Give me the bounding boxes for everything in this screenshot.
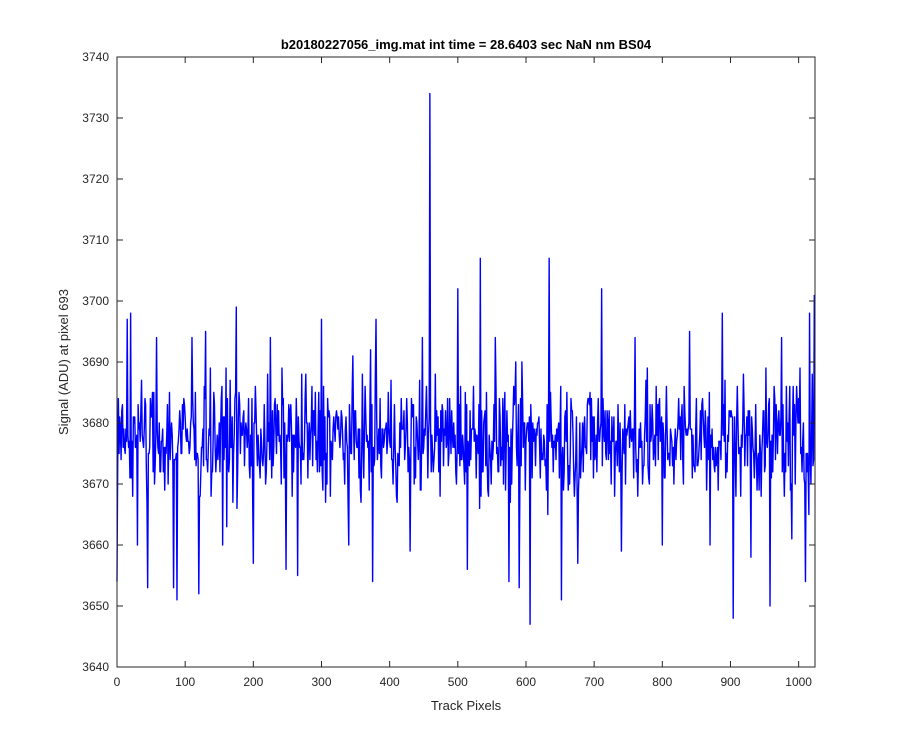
x-tick-label: 200 bbox=[243, 675, 263, 689]
series-line bbox=[116, 92, 816, 625]
x-tick-label: 100 bbox=[175, 675, 195, 689]
y-axis: 3640 3650 3660 3670 3680 3690 3700 3710 3720 3730… bbox=[82, 50, 815, 674]
y-tick-label: 3720 bbox=[82, 172, 109, 186]
chart-title: b20180227056_img.mat int time = 28.6403 … bbox=[281, 37, 652, 52]
y-tick-label: 3670 bbox=[82, 477, 109, 491]
y-tick-label: 3660 bbox=[82, 538, 109, 552]
y-tick-label: 3710 bbox=[82, 233, 109, 247]
x-tick-label: 900 bbox=[720, 675, 740, 689]
x-tick-label: 600 bbox=[516, 675, 536, 689]
y-tick-label: 3690 bbox=[82, 355, 109, 369]
x-tick-label: 1000 bbox=[785, 675, 812, 689]
x-tick-label: 300 bbox=[311, 675, 331, 689]
y-axis-title: Signal (ADU) at pixel 693 bbox=[56, 289, 71, 435]
y-tick-label: 3680 bbox=[82, 416, 109, 430]
y-tick-label: 3730 bbox=[82, 111, 109, 125]
x-tick-label: 800 bbox=[652, 675, 672, 689]
y-tick-label: 3650 bbox=[82, 599, 109, 613]
y-tick-label: 3640 bbox=[82, 660, 109, 674]
series-layer bbox=[116, 92, 816, 625]
x-tick-label: 0 bbox=[114, 675, 121, 689]
x-tick-label: 700 bbox=[584, 675, 604, 689]
x-tick-label: 400 bbox=[380, 675, 400, 689]
plot-area-background bbox=[117, 57, 815, 667]
x-axis: 0 100 200 300 400 500 600 700 800 900 1000 bbox=[114, 57, 812, 689]
y-tick-label: 3740 bbox=[82, 50, 109, 64]
x-axis-title: Track Pixels bbox=[431, 698, 502, 713]
y-tick-label: 3700 bbox=[82, 294, 109, 308]
x-tick-label: 500 bbox=[448, 675, 468, 689]
